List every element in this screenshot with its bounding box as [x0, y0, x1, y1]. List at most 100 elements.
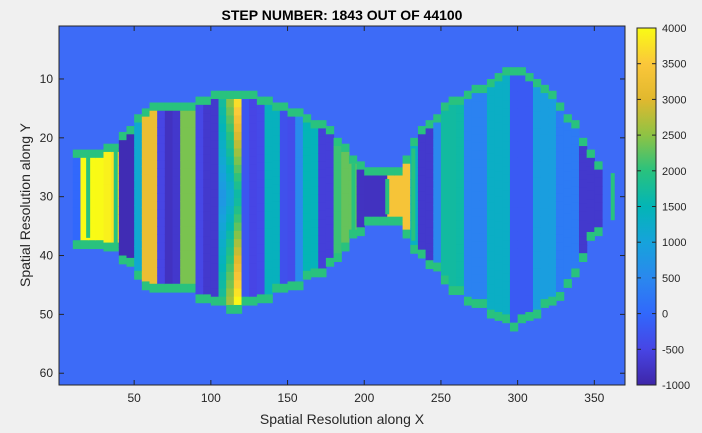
heatmap-cell	[295, 231, 304, 241]
heatmap-cell	[525, 254, 534, 264]
heatmap-cell	[203, 261, 212, 271]
heatmap-cell	[425, 186, 434, 195]
heatmap-cell	[509, 314, 519, 324]
heatmap-cell	[341, 209, 350, 219]
heatmap-cell	[264, 228, 273, 238]
heatmap-cell	[318, 186, 327, 195]
heatmap-cell	[95, 240, 105, 250]
heatmap-cell	[417, 134, 427, 144]
heatmap-cell	[118, 140, 128, 150]
heatmap-cell	[310, 210, 319, 220]
heatmap-cell	[525, 73, 534, 82]
heatmap-cell	[287, 240, 296, 250]
heatmap-cell	[141, 240, 151, 250]
heatmap-cell	[118, 206, 128, 215]
heatmap-cell	[126, 175, 135, 185]
heatmap-cell	[88, 215, 97, 225]
heatmap-cell	[103, 176, 112, 186]
heatmap-cell	[364, 208, 373, 218]
heatmap-cell	[264, 211, 273, 221]
heatmap-cell	[356, 227, 365, 237]
heatmap-cell	[502, 215, 511, 225]
heatmap-cell	[555, 275, 565, 285]
heatmap-cell	[210, 98, 220, 108]
heatmap-cell	[164, 176, 174, 186]
heatmap-cell	[348, 155, 358, 165]
heatmap-cell	[272, 275, 281, 285]
heatmap-cell	[502, 149, 511, 159]
heatmap-cell	[80, 207, 89, 217]
heatmap-cell	[517, 281, 526, 291]
heatmap-cell	[555, 226, 565, 235]
heatmap-cell	[525, 287, 534, 297]
heatmap-cell	[448, 195, 457, 205]
heatmap-cell	[218, 189, 227, 199]
heatmap-cell	[256, 113, 266, 122]
heatmap-cell	[264, 146, 273, 155]
heatmap-cell	[494, 97, 503, 107]
heatmap-cell	[249, 206, 258, 215]
heatmap-cell	[302, 171, 312, 181]
heatmap-cell	[210, 239, 220, 248]
heatmap-cell	[456, 220, 465, 230]
heatmap-cell	[578, 170, 588, 180]
heatmap-cell	[272, 102, 281, 112]
heatmap-cell	[341, 193, 350, 202]
heatmap-cell	[149, 127, 158, 137]
heatmap-cell	[241, 107, 250, 117]
heatmap-cell	[272, 176, 281, 186]
heatmap-cell	[479, 134, 488, 144]
heatmap-cell	[310, 169, 319, 179]
heatmap-cell	[210, 173, 220, 182]
heatmap-cell	[95, 231, 105, 241]
heatmap-cell	[264, 286, 273, 295]
heatmap-cell	[203, 162, 212, 172]
heatmap-cell	[456, 154, 465, 164]
heatmap-cell	[532, 153, 542, 162]
heatmap-cell	[233, 90, 243, 100]
heatmap-cell	[88, 166, 97, 175]
heatmap-cell	[118, 239, 128, 248]
heatmap-cell	[471, 257, 480, 267]
heatmap-cell	[203, 286, 212, 295]
heatmap-cell	[371, 208, 381, 218]
heatmap-cell	[118, 164, 128, 174]
heatmap-cell	[448, 253, 457, 263]
heatmap-cell	[233, 115, 243, 125]
heatmap-cell	[563, 122, 572, 132]
heatmap-cell	[233, 263, 243, 273]
heatmap-cell	[241, 131, 250, 141]
heatmap-cell	[272, 127, 281, 137]
heatmap-cell	[172, 259, 181, 268]
heatmap-cell	[272, 234, 281, 244]
heatmap-cell	[103, 226, 112, 235]
heatmap-cell	[509, 124, 519, 134]
heatmap-cell	[180, 143, 189, 153]
heatmap-cell	[195, 96, 204, 106]
heatmap-cell	[509, 256, 519, 266]
heatmap-cell	[134, 213, 143, 222]
heatmap-cell	[433, 246, 442, 255]
heatmap-cell	[264, 236, 273, 246]
heatmap-cell	[571, 219, 580, 228]
heatmap-cell	[134, 139, 143, 148]
heatmap-cell	[210, 206, 220, 215]
heatmap-cell	[563, 262, 572, 272]
heatmap-cell	[433, 122, 442, 132]
heatmap-cell	[517, 174, 526, 184]
heatmap-cell	[126, 257, 135, 267]
heatmap-cell	[548, 164, 557, 174]
heatmap-cell	[333, 170, 342, 180]
heatmap-cell	[571, 136, 580, 146]
heatmap-cell	[563, 229, 572, 239]
heatmap-cell	[226, 280, 235, 290]
heatmap-cell	[494, 147, 503, 157]
heatmap-cell	[325, 134, 335, 144]
heatmap-cell	[279, 160, 289, 170]
heatmap-cell	[425, 136, 434, 146]
heatmap-cell	[479, 299, 488, 308]
heatmap-cell	[509, 182, 519, 192]
heatmap-cell	[486, 144, 496, 154]
heatmap-cell	[448, 162, 457, 172]
heatmap-cell	[164, 242, 174, 252]
